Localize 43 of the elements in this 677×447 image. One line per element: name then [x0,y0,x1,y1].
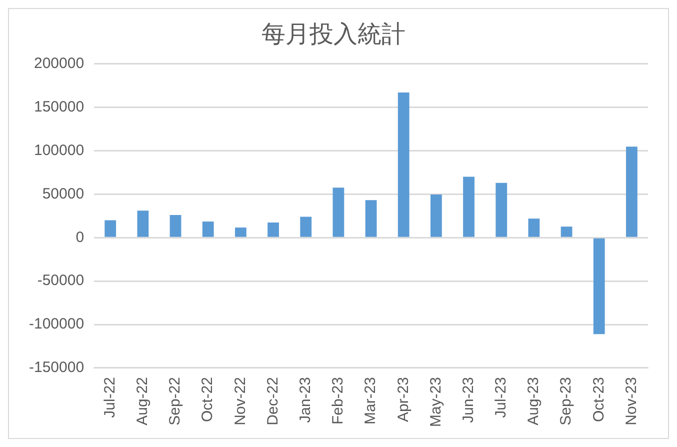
y-tick-label: 50000 [42,185,84,202]
bar [104,220,116,237]
x-tick-label: Dec-22 [264,376,282,426]
x-tick-label: Oct-22 [199,376,216,422]
y-tick-label: 0 [76,228,84,246]
bar [593,238,605,334]
x-tick-label: Feb-23 [330,376,347,425]
y-tick-label: 150000 [34,98,84,116]
bar [365,200,377,237]
bar [560,226,572,237]
y-tick-label: 200000 [34,54,84,72]
bar [398,92,410,237]
bar [496,182,508,237]
x-tick-label: Nov-23 [622,376,640,426]
y-tick-label: -50000 [37,272,84,290]
bar [170,215,182,237]
bar [626,146,638,237]
x-tick-label: Apr-23 [394,376,412,422]
x-tick-label: Jun-23 [460,376,477,423]
x-tick-label: Jul-22 [101,376,118,418]
x-tick-label: Sep-23 [558,376,575,426]
x-tick-label: Nov-22 [232,376,249,426]
x-tick-label: Jan-23 [296,376,314,423]
x-tick-label: Mar-23 [362,376,380,424]
chart-title: 每月投入統計 [262,21,406,48]
bar [300,216,312,237]
x-tick-label: Jul-23 [492,376,510,418]
x-tick-label: May-23 [427,376,444,428]
bar [463,176,474,237]
y-tick-label: -150000 [28,359,84,376]
x-tick-label: Sep-22 [166,376,184,426]
bar [332,188,344,237]
y-tick-label: -100000 [28,316,84,333]
bar [137,210,149,237]
x-tick-label: Oct-23 [590,376,608,422]
bar [430,194,442,237]
bar [528,218,540,237]
y-tick-label: 100000 [34,142,84,159]
bar [234,228,246,237]
x-tick-label: Aug-22 [134,376,152,426]
x-tick-label: Aug-23 [525,376,542,426]
bar [202,222,214,237]
bar [268,222,279,237]
